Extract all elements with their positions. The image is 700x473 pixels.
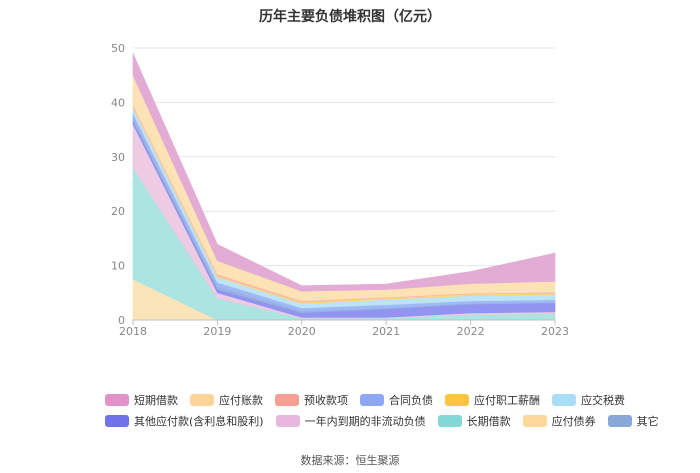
legend-item[interactable]: 短期借款	[105, 392, 178, 408]
legend-swatch	[360, 393, 384, 406]
legend-label: 应付职工薪酬	[474, 393, 540, 407]
legend-label: 一年内到期的非流动负债	[304, 414, 426, 428]
legend-item[interactable]: 合同负债	[360, 392, 433, 408]
legend-swatch	[275, 393, 299, 406]
legend-swatch	[437, 414, 462, 427]
legend-swatch	[522, 414, 547, 427]
legend-item[interactable]: 应付债券	[522, 413, 596, 429]
legend-item[interactable]: 应付职工薪酬	[445, 392, 540, 408]
x-tick-label: 2021	[372, 325, 400, 338]
legend-item[interactable]: 其它	[607, 413, 659, 429]
y-tick-label: 10	[111, 260, 125, 273]
y-tick-label: 20	[111, 205, 125, 218]
legend-label: 应交税费	[581, 393, 625, 407]
x-tick-label: 2018	[119, 325, 147, 338]
legend-swatch	[190, 393, 214, 406]
legend-label: 应付债券	[551, 414, 596, 428]
x-tick-label: 2022	[457, 325, 485, 338]
legend-item[interactable]: 应付账款	[190, 392, 263, 408]
y-tick-label: 50	[111, 42, 125, 55]
legend-swatch	[607, 414, 632, 427]
axes	[132, 319, 556, 325]
x-tick-label: 2019	[203, 325, 231, 338]
legend-row: 短期借款 应付账款 预收款项 合同负债 应付职工薪酬 应交税费	[105, 389, 625, 410]
legend-swatch	[105, 393, 129, 406]
legend-label: 其它	[636, 414, 659, 428]
legend-item[interactable]: 应交税费	[552, 392, 625, 408]
x-tick-label: 2023	[541, 325, 569, 338]
legend-item[interactable]: 预收款项	[275, 392, 348, 408]
legend-label: 预收款项	[304, 393, 348, 407]
legend-swatch	[275, 414, 300, 427]
x-tick-label: 2020	[288, 325, 316, 338]
legend-swatch	[445, 393, 469, 406]
legend-item[interactable]: 长期借款	[437, 413, 511, 429]
legend-swatch	[105, 414, 129, 427]
legend-label: 应付账款	[219, 393, 263, 407]
legend-label: 其他应付款(含利息和股利)	[134, 414, 264, 428]
area-series	[132, 53, 556, 321]
legend-label: 长期借款	[466, 414, 511, 428]
legend-swatch	[552, 393, 576, 406]
y-tick-label: 0	[118, 314, 125, 327]
legend: 短期借款 应付账款 预收款项 合同负债 应付职工薪酬 应交税费其他应付款(含利息和股利) 一…	[105, 389, 659, 431]
legend-label: 短期借款	[134, 393, 178, 407]
grid-lines	[133, 47, 555, 267]
legend-label: 合同负债	[389, 393, 433, 407]
legend-row: 其他应付款(含利息和股利) 一年内到期的非流动负债 长期借款 应付债券 其它	[105, 410, 659, 431]
y-tick-label: 30	[111, 151, 125, 164]
tick-labels: 0 10 20 30 40 50 2018 2019 2020 2021 2022 2023	[111, 42, 569, 338]
legend-item[interactable]: 一年内到期的非流动负债	[275, 413, 426, 429]
y-tick-label: 40	[111, 96, 125, 109]
area-series	[132, 53, 556, 292]
chart-title: 历年主要负债堆积图（亿元）	[259, 9, 441, 25]
legend-item[interactable]: 其他应付款(含利息和股利)	[105, 413, 264, 429]
data-source: 数据来源：恒生聚源	[300, 454, 400, 467]
